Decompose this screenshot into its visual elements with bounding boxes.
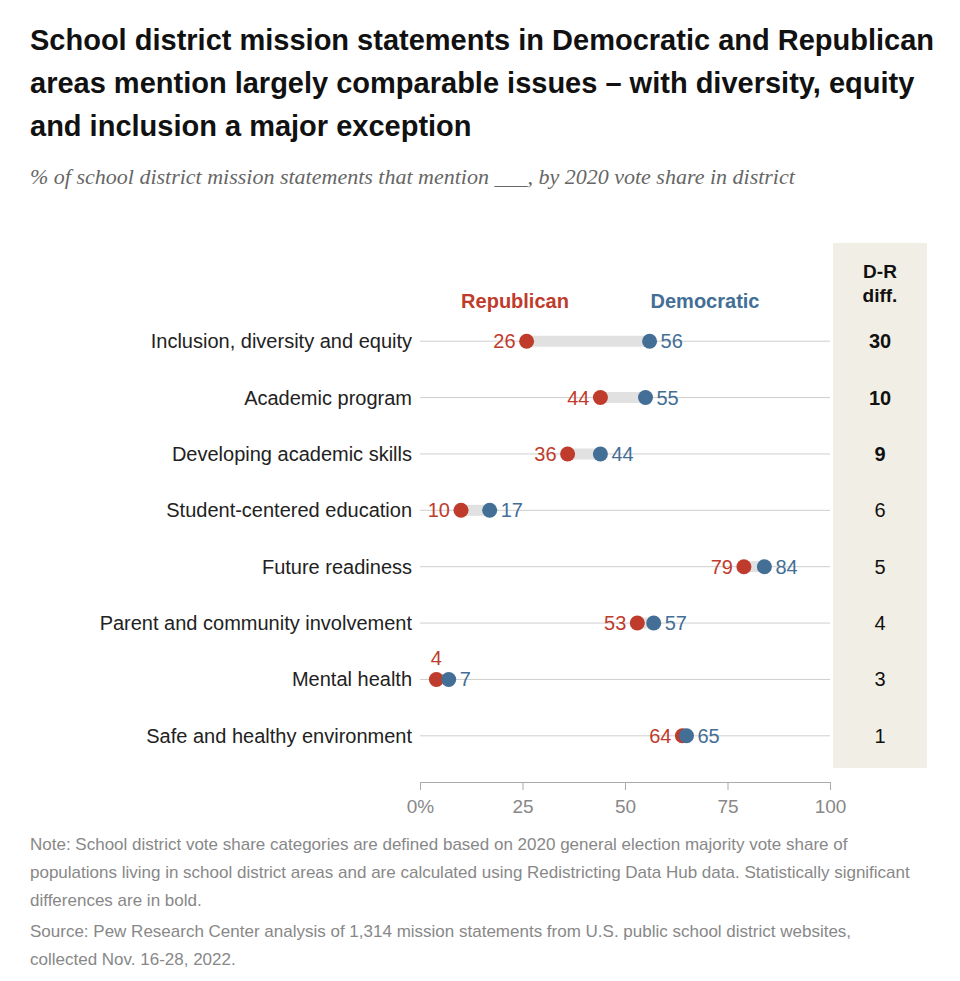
text-line: and inclusion a major exception <box>30 110 472 142</box>
dot <box>482 503 497 518</box>
tick: 75 <box>717 782 738 817</box>
data-label: 7 <box>460 668 471 690</box>
axis-line <box>421 783 831 791</box>
tick-label: 50 <box>615 796 636 817</box>
diff-value: 9 <box>874 443 885 465</box>
row-line <box>420 735 830 736</box>
diff-value: 1 <box>874 725 885 747</box>
tick: 25 <box>512 782 533 817</box>
dot <box>454 503 469 518</box>
diff-value: 6 <box>874 499 885 521</box>
dot <box>646 616 661 631</box>
dot <box>642 334 657 349</box>
data-label: 44 <box>567 387 589 409</box>
category-label: Academic program <box>244 387 412 409</box>
dot <box>630 616 645 631</box>
tick: 100 <box>815 782 847 817</box>
data-label: 17 <box>501 499 523 521</box>
data-label: 10 <box>428 499 450 521</box>
source: Source: Pew Research Center analysis of … <box>30 922 851 969</box>
tick-mark <box>728 782 729 790</box>
connector <box>527 336 650 347</box>
row-line <box>420 341 830 342</box>
dot <box>638 390 653 405</box>
subtitle: % of school district mission statements … <box>30 164 796 189</box>
data-label: 84 <box>775 556 797 578</box>
dot <box>593 390 608 405</box>
tick: 50 <box>615 782 636 817</box>
data-label: 79 <box>711 556 733 578</box>
data-labels: 26 44 36 10 79 53 4 64 56 55 44 17 84 57 7 65 <box>428 330 798 747</box>
data-label: 55 <box>657 387 679 409</box>
diff-value: 30 <box>869 330 891 352</box>
text-line: differences are in bold. <box>30 891 202 910</box>
dot <box>441 672 456 687</box>
note: Note: School district vote share categor… <box>30 835 910 910</box>
plot-marks <box>429 334 772 744</box>
x-axis: 0% 25 50 75 100 <box>407 782 847 817</box>
dot <box>593 446 608 461</box>
category-label: Inclusion, diversity and equity <box>151 330 412 352</box>
legend-label: Republican <box>461 290 569 312</box>
category-label: Safe and healthy environment <box>146 725 412 747</box>
category-label: Future readiness <box>262 556 412 578</box>
legend-label: Democratic <box>651 290 760 312</box>
tick-mark <box>420 782 421 790</box>
tick-label: 25 <box>512 796 533 817</box>
text-line: diff. <box>863 285 898 306</box>
data-label: 64 <box>649 725 671 747</box>
text-line: D-R <box>863 261 897 282</box>
row-line <box>420 510 830 511</box>
data-label: 65 <box>698 725 720 747</box>
title: School district mission statements in De… <box>30 24 934 142</box>
chart-svg: School district mission statements in De… <box>0 0 960 981</box>
tick-label: 0% <box>407 796 435 817</box>
tick: 0% <box>407 782 435 817</box>
diff-value: 5 <box>874 556 885 578</box>
data-label: 57 <box>665 612 687 634</box>
dot <box>757 559 772 574</box>
row-line <box>420 679 830 680</box>
text-line: School district mission statements in De… <box>30 24 934 56</box>
dot <box>679 728 694 743</box>
tick-mark <box>830 782 831 790</box>
tick-mark <box>523 782 524 790</box>
diff-value: 4 <box>874 612 885 634</box>
diff-values: 30 10 9 6 5 4 3 1 <box>869 330 891 747</box>
category-label: Parent and community involvement <box>100 612 413 634</box>
dot <box>519 334 534 349</box>
data-label: 36 <box>534 443 556 465</box>
category-label: Student-centered education <box>166 499 412 521</box>
diff-title: D-R diff. <box>863 261 898 306</box>
dot <box>560 446 575 461</box>
chart-container: School district mission statements in De… <box>0 0 960 981</box>
diff-value: 3 <box>874 668 885 690</box>
category-labels: Inclusion, diversity and equity Academic … <box>100 330 413 747</box>
tick-mark <box>625 782 626 790</box>
tick-label: 75 <box>717 796 738 817</box>
text-line: populations living in school district ar… <box>30 863 910 882</box>
diff-panel <box>833 243 927 768</box>
data-label: 53 <box>604 612 626 634</box>
text-line: % of school district mission statements … <box>30 164 796 189</box>
row-line <box>420 397 830 398</box>
data-label: 44 <box>611 443 633 465</box>
text-line: collected Nov. 16-28, 2022. <box>30 950 236 969</box>
tick-label: 100 <box>815 796 847 817</box>
text-line: Source: Pew Research Center analysis of … <box>30 922 851 941</box>
data-label: 4 <box>431 647 442 669</box>
diff-value: 10 <box>869 387 891 409</box>
category-label: Developing academic skills <box>172 443 412 465</box>
dot <box>736 559 751 574</box>
text-line: Note: School district vote share categor… <box>30 835 848 854</box>
text-line: areas mention largely comparable issues … <box>30 67 914 99</box>
row-lines <box>420 341 830 736</box>
data-label: 26 <box>493 330 515 352</box>
data-label: 56 <box>661 330 683 352</box>
category-label: Mental health <box>292 668 412 690</box>
